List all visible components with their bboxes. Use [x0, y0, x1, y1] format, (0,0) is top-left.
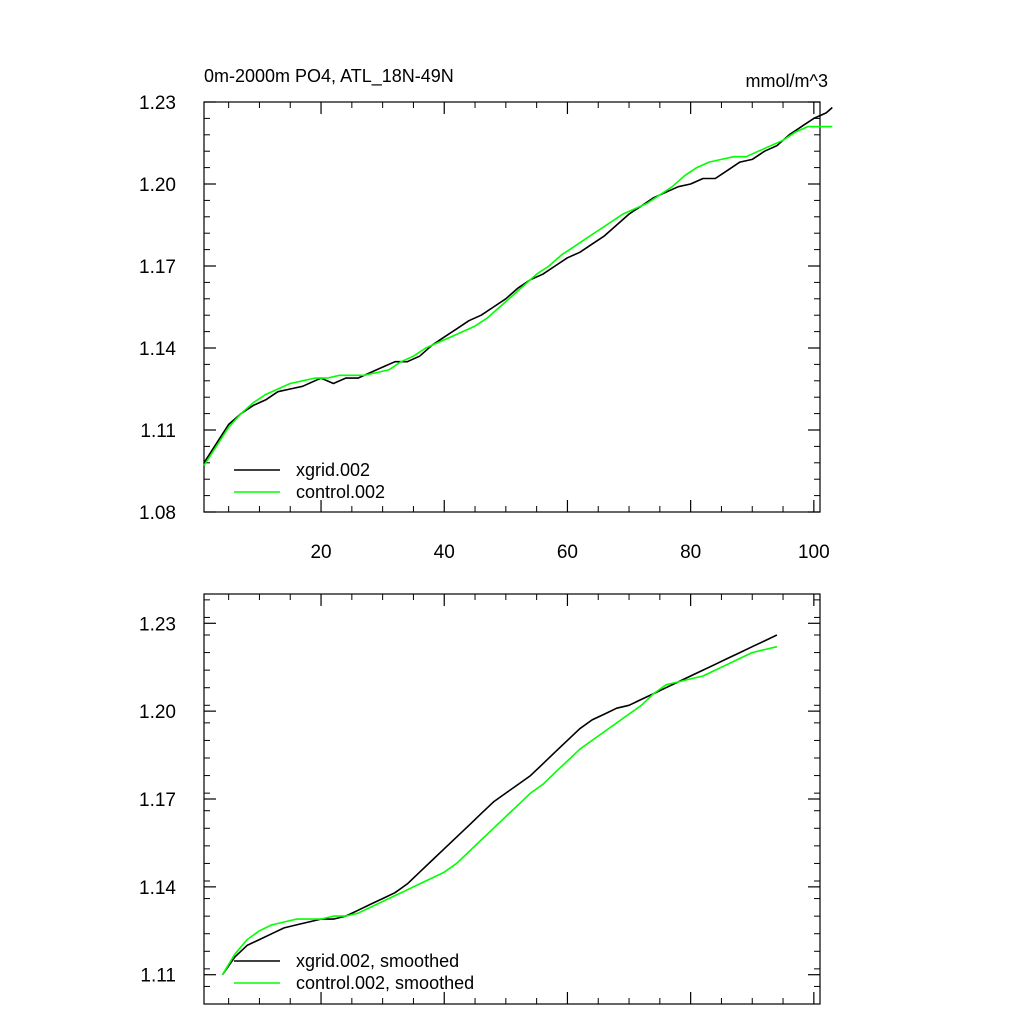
- legend-label: xgrid.002, smoothed: [296, 951, 459, 971]
- bottom-panel: 1.11 1.14 1.17 1.20 1.23 xgrid.002, smoothedc…: [139, 593, 821, 1005]
- x-tick-label: 100: [798, 542, 830, 563]
- x-tick-label: 80: [680, 542, 701, 563]
- x-tick-label: 20: [310, 542, 331, 563]
- plot-frame: [203, 101, 821, 513]
- y-tick-label: 1.08: [139, 503, 176, 524]
- chart-title: 0m-2000m PO4, ATL_18N-49N: [204, 66, 454, 87]
- legend-label: control.002, smoothed: [296, 973, 474, 993]
- x-tick-label: 60: [557, 542, 578, 563]
- y-tick-label: 1.20: [139, 175, 176, 196]
- legend-label: xgrid.002: [296, 460, 370, 480]
- series-line-1: [221, 645, 778, 976]
- plot-frame: [203, 593, 821, 1005]
- units-label: mmol/m^3: [746, 71, 828, 91]
- y-tick-label: 1.20: [139, 702, 176, 723]
- x-tick-label: 40: [434, 542, 455, 563]
- y-tick-label: 1.23: [139, 93, 176, 114]
- y-tick-label: 1.23: [139, 614, 176, 635]
- series-line-0: [221, 634, 778, 976]
- series-line-1: [203, 125, 833, 466]
- legend-label: control.002: [296, 482, 385, 502]
- y-tick-label: 1.11: [140, 421, 176, 442]
- y-tick-label: 1.14: [139, 878, 176, 899]
- y-tick-label: 1.14: [139, 339, 176, 360]
- y-tick-label: 1.17: [139, 257, 176, 278]
- series-line-0: [203, 106, 833, 464]
- y-tick-label: 1.11: [140, 966, 176, 987]
- top-panel: 1.08 1.11 1.14 1.17 1.20 1.23 20 40 60 80 100 xgrid…: [139, 93, 833, 563]
- y-tick-label: 1.17: [139, 790, 176, 811]
